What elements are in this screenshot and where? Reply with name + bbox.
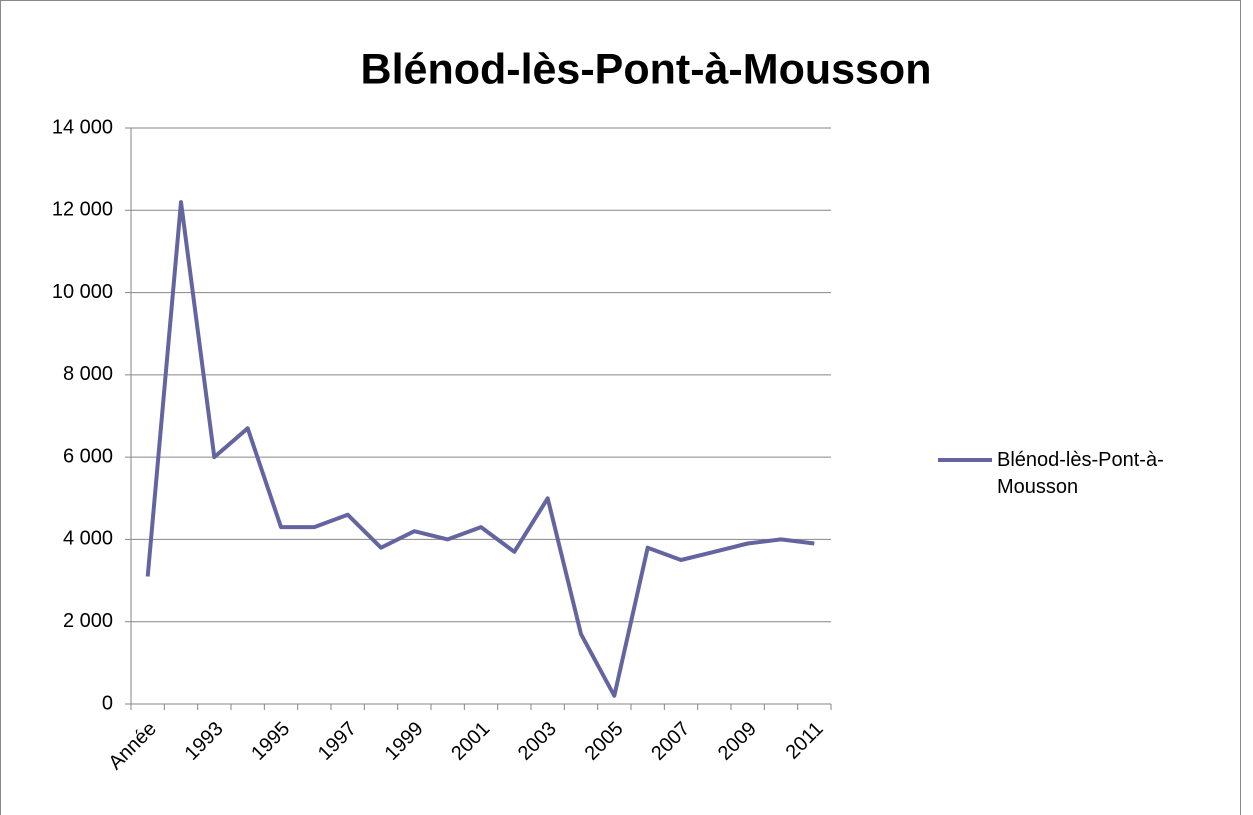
x-tick-label: 1993: [181, 718, 228, 765]
y-tick-label: 6 000: [63, 445, 113, 467]
x-tick-label: 1997: [314, 718, 361, 765]
y-tick-label: 10 000: [52, 281, 113, 303]
y-tick-label: 12 000: [52, 199, 113, 221]
x-tick-label: 1999: [381, 718, 428, 765]
x-tick-label: 2009: [714, 718, 761, 765]
y-tick-label: 2 000: [63, 610, 113, 632]
x-tick-label: 2001: [447, 718, 494, 765]
x-tick-label: 2003: [514, 718, 561, 765]
x-tick-label: 1995: [247, 718, 294, 765]
x-tick-label: 2005: [581, 718, 628, 765]
legend-label: Blénod-lès-Pont-à-Mousson: [997, 449, 1164, 498]
x-tick-label: Année: [104, 718, 160, 774]
y-tick-label: 0: [102, 692, 113, 714]
y-tick-label: 8 000: [63, 363, 113, 385]
series-line: [145, 200, 815, 698]
y-tick-label: 4 000: [63, 528, 113, 550]
x-tick-label: 2011: [782, 718, 828, 764]
chart-title: Blénod-lès-Pont-à-Mousson: [361, 45, 932, 93]
y-tick-label: 14 000: [52, 116, 113, 138]
x-tick-label: 2007: [647, 718, 694, 765]
